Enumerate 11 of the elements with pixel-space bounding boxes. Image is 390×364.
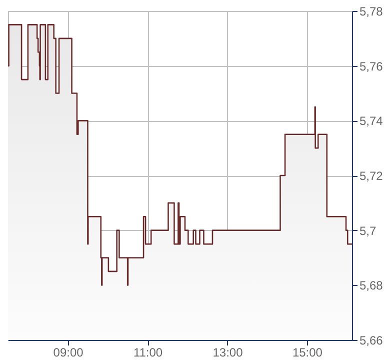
y-tick-label: 5,7	[360, 224, 377, 238]
x-tick-label: 11:00	[133, 346, 163, 360]
x-tick-label: 15:00	[292, 346, 323, 360]
x-tick-label: 09:00	[53, 346, 84, 360]
x-tick-label: 13:00	[212, 346, 244, 360]
y-tick-label: 5,78	[360, 4, 384, 18]
y-tick-label: 5,68	[360, 278, 384, 293]
y-tick-label: 5,72	[360, 169, 384, 183]
y-tick-label: 5,66	[360, 334, 384, 348]
y-tick-label: 5,76	[360, 59, 384, 74]
y-tick-label: 5,74	[360, 114, 384, 128]
